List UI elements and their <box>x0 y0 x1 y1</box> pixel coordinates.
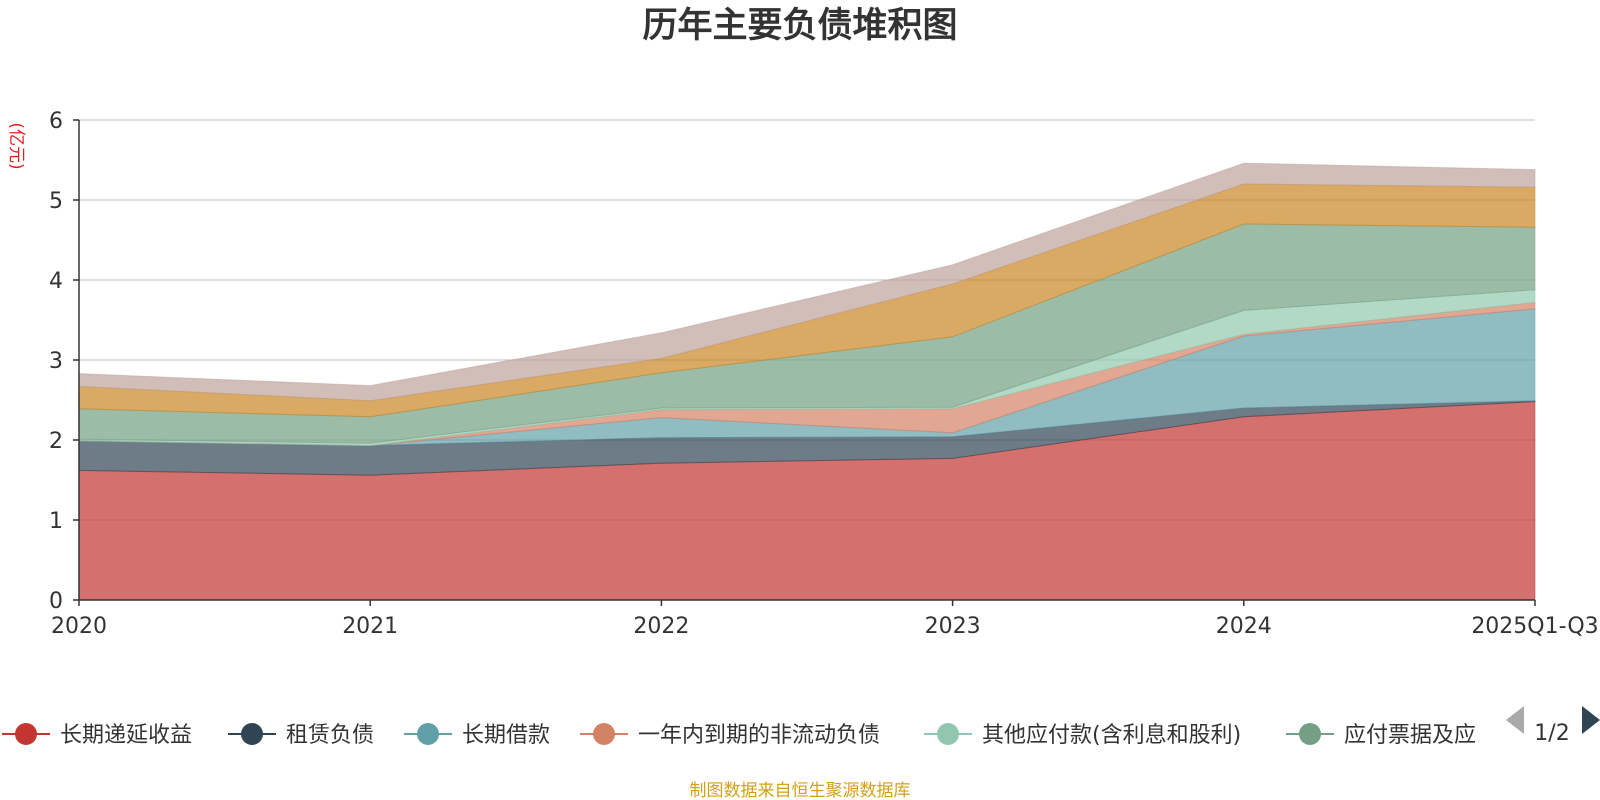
legend-item[interactable]: 其他应付款(含利息和股利) <box>924 723 1241 748</box>
legend-circle-icon <box>937 723 959 745</box>
data-source-note: 制图数据来自恒生聚源数据库 <box>690 781 911 800</box>
x-tick-label: 2025Q1-Q3 <box>1471 614 1598 639</box>
legend-pager: 1/2 <box>1506 706 1600 746</box>
legend-label: 租赁负债 <box>286 723 374 748</box>
x-tick-label: 2024 <box>1216 614 1272 639</box>
y-tick-label: 5 <box>49 189 63 214</box>
y-tick-label: 3 <box>49 349 63 374</box>
legend-item[interactable]: 一年内到期的非流动负债 <box>580 723 880 748</box>
legend: 长期递延收益 租赁负债 长期借款 一年内到期的非流动负债 其他应付款(含利息和股利) 应付… <box>2 723 1476 748</box>
legend-page-indicator: 1/2 <box>1534 721 1569 746</box>
legend-label: 应付票据及应 <box>1344 723 1476 748</box>
y-tick-label: 0 <box>49 589 63 614</box>
x-tick-label: 2020 <box>51 614 107 639</box>
axes: 0 1 2 3 4 5 6 2020 2021 2022 2023 2024 2025Q1-Q3 <box>49 109 1599 639</box>
y-tick-label: 4 <box>49 269 63 294</box>
y-axis-unit: (亿元) <box>6 122 26 169</box>
x-tick-label: 2022 <box>633 614 689 639</box>
y-tick-label: 2 <box>49 429 63 454</box>
legend-next-icon[interactable] <box>1582 706 1600 734</box>
chart-title: 历年主要负债堆积图 <box>642 6 957 46</box>
legend-item[interactable]: 应付票据及应 <box>1286 723 1476 748</box>
legend-circle-icon <box>15 723 37 745</box>
area-series <box>78 162 1536 601</box>
legend-circle-icon <box>593 723 615 745</box>
y-tick-label: 1 <box>49 509 63 534</box>
area-series-7 <box>78 162 1536 402</box>
legend-item[interactable]: 长期借款 <box>404 723 550 748</box>
x-tick-label: 2021 <box>342 614 398 639</box>
x-tick-label: 2023 <box>925 614 981 639</box>
legend-label: 长期递延收益 <box>60 723 192 748</box>
legend-label: 一年内到期的非流动负债 <box>638 723 880 748</box>
legend-label: 其他应付款(含利息和股利) <box>982 723 1241 748</box>
legend-item[interactable]: 长期递延收益 <box>2 723 192 748</box>
legend-circle-icon <box>417 723 439 745</box>
legend-item[interactable]: 租赁负债 <box>228 723 374 748</box>
y-tick-label: 6 <box>49 109 63 134</box>
legend-prev-icon[interactable] <box>1506 706 1524 734</box>
legend-circle-icon <box>1299 723 1321 745</box>
legend-label: 长期借款 <box>462 723 550 748</box>
legend-circle-icon <box>241 723 263 745</box>
